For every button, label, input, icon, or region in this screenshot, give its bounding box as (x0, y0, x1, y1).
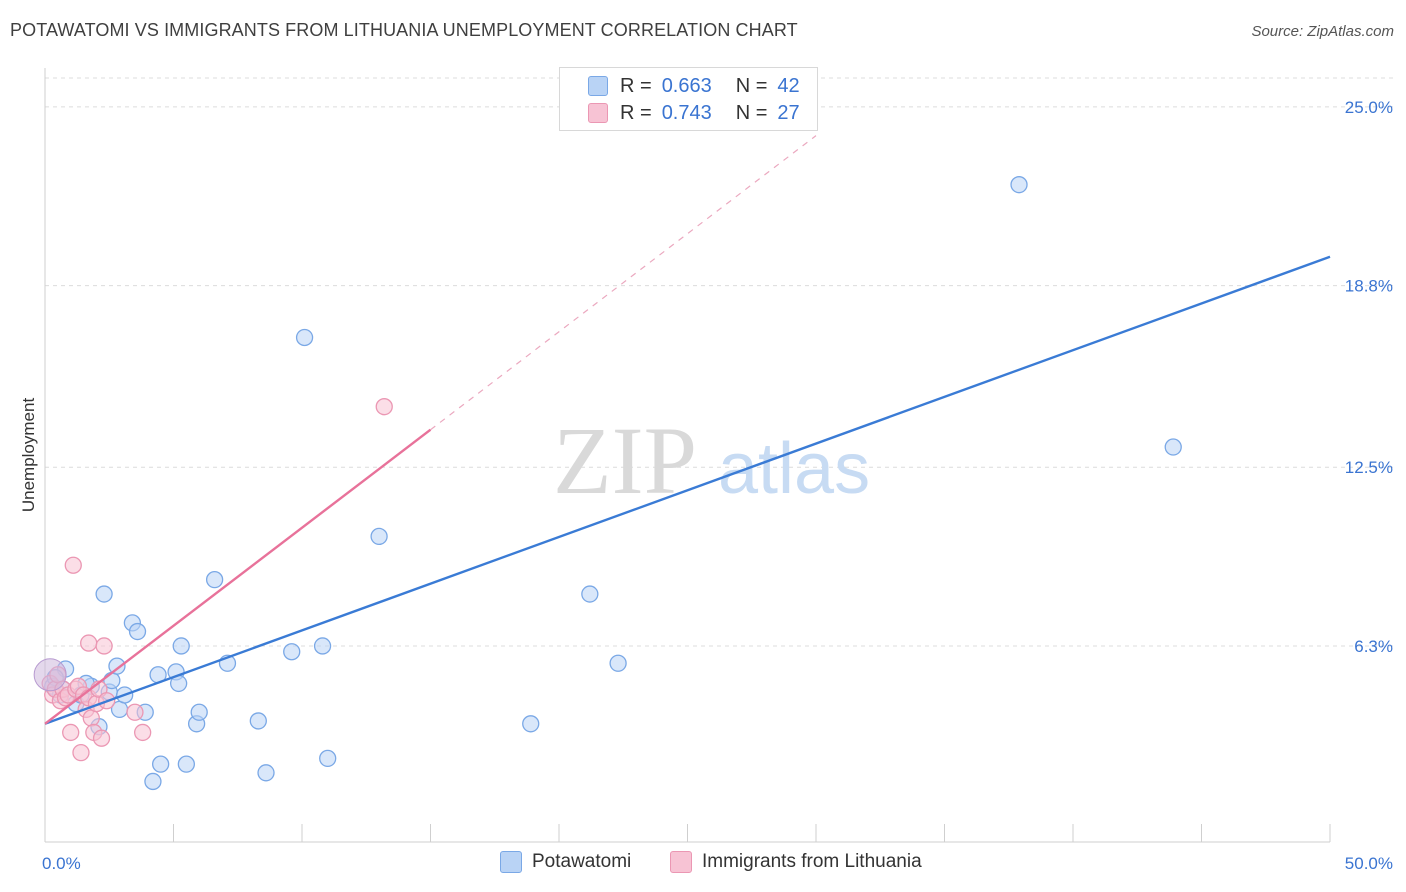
x-tick-label: 0.0% (42, 854, 81, 873)
point-potawatomi (144, 772, 162, 791)
point-potawatomi (283, 643, 301, 661)
point-potawatomi (581, 585, 599, 603)
point-lithuania (80, 634, 98, 652)
legend-swatch-blue (500, 851, 522, 873)
point-potawatomi (257, 764, 275, 782)
point-potawatomi (313, 637, 332, 655)
tick-labels: 6.3% 12.5% 18.8% 25.0% 0.0% 50.0% (42, 98, 1393, 873)
point-potawatomi (172, 637, 190, 655)
point-potawatomi (1164, 438, 1182, 456)
watermark-zip: ZIP (553, 407, 697, 514)
point-potawatomi (249, 712, 267, 730)
point-lithuania (375, 398, 393, 416)
legend-r-value: 0.743 (661, 101, 712, 124)
legend-n-value: 42 (777, 74, 800, 97)
legend-label-potawatomi: Potawatomi (532, 851, 632, 872)
bottom-legend-lithuania[interactable]: Immigrants from Lithuania (670, 851, 922, 873)
point-lithuania (64, 556, 82, 574)
grid-layer (45, 77, 1395, 647)
point-potawatomi (95, 585, 113, 603)
legend-n-label: N = (735, 74, 768, 97)
point-potawatomi (609, 654, 627, 672)
legend-swatch-blue (588, 76, 608, 96)
bottom-legend-potawatomi[interactable]: Potawatomi (500, 851, 631, 873)
legend-r-label: R = (620, 74, 652, 97)
correlation-legend: R = 0.663 N = 42 R = 0.743 N = 27 (559, 67, 818, 131)
trend-line-potawatomi (44, 255, 1331, 725)
legend-swatch-pink (670, 851, 692, 873)
axes-layer (44, 68, 1331, 843)
point-lithuania (72, 743, 90, 762)
y-tick-label: 25.0% (1345, 98, 1393, 117)
point-lithuania (126, 703, 144, 721)
x-tick-label: 50.0% (1345, 854, 1393, 873)
point-potawatomi (177, 755, 196, 773)
y-axis-label: Unemployment (19, 398, 38, 513)
point-potawatomi (370, 527, 388, 546)
source-label: Source: ZipAtlas.com (1251, 23, 1394, 40)
point-potawatomi (128, 622, 147, 641)
point-potawatomi (108, 657, 126, 675)
legend-label-lithuania: Immigrants from Lithuania (702, 851, 922, 872)
point-potawatomi (151, 755, 170, 773)
point-potawatomi (522, 715, 540, 733)
y-tick-label: 6.3% (1354, 637, 1393, 656)
watermark-atlas: atlas (718, 429, 870, 509)
trend-layer (44, 135, 1331, 725)
point-potawatomi (295, 328, 314, 347)
point-lithuania (134, 723, 152, 742)
watermark: ZIP atlas (553, 407, 870, 514)
y-tick-label: 12.5% (1345, 458, 1393, 477)
legend-r-label: R = (620, 101, 652, 124)
point-cluster (33, 658, 67, 692)
legend-row-potawatomi: R = 0.663 N = 42 (588, 73, 800, 99)
points-layer (33, 176, 1182, 791)
point-lithuania (95, 637, 113, 655)
trend-line-lithuania (44, 428, 432, 725)
legend-row-lithuania: R = 0.743 N = 27 (588, 100, 800, 126)
point-potawatomi (1010, 176, 1028, 194)
point-lithuania (82, 709, 100, 727)
legend-n-label: N = (735, 101, 768, 124)
point-lithuania (92, 729, 111, 747)
y-tick-label: 18.8% (1345, 277, 1393, 296)
point-potawatomi (190, 703, 208, 721)
point-potawatomi (205, 570, 224, 589)
legend-n-value: 27 (777, 101, 800, 124)
legend-r-value: 0.663 (661, 74, 712, 97)
trend-line-lithuania-extension (430, 135, 817, 431)
legend-swatch-pink (588, 103, 608, 123)
point-lithuania (62, 723, 80, 742)
chart-title: POTAWATOMI VS IMMIGRANTS FROM LITHUANIA … (10, 20, 798, 40)
point-potawatomi (319, 749, 337, 768)
